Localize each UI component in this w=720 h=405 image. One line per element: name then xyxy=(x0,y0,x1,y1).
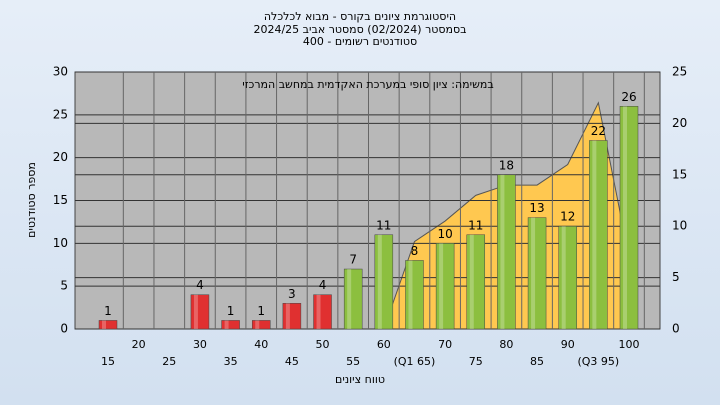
x-tick-label: (Q3 95) xyxy=(577,355,619,368)
bar xyxy=(405,260,424,330)
bar-highlight xyxy=(255,320,260,329)
bar-highlight xyxy=(623,106,627,330)
bar xyxy=(619,106,639,330)
bar-highlight xyxy=(500,174,505,329)
bar xyxy=(221,320,240,330)
bar-highlight xyxy=(469,234,474,329)
x-tick-label: 80 xyxy=(499,338,513,351)
x-tick-label: 50 xyxy=(316,338,330,351)
bar-highlight xyxy=(592,140,597,329)
bar xyxy=(497,174,516,330)
data-label: 1 xyxy=(227,304,235,318)
x-tick-label: 35 xyxy=(224,355,238,368)
x-tick-label: (Q1 65) xyxy=(394,355,436,368)
y-tick-label: 0 xyxy=(60,322,68,336)
bar-highlight xyxy=(377,234,382,329)
bar-highlight xyxy=(102,320,106,329)
data-label: 11 xyxy=(468,218,483,232)
x-tick-label: 75 xyxy=(469,355,483,368)
y-tick-label: 20 xyxy=(53,150,68,164)
bar xyxy=(435,243,455,330)
data-label: 4 xyxy=(319,278,327,292)
bar xyxy=(98,320,118,330)
x-tick-label: 20 xyxy=(132,338,146,351)
data-label: 7 xyxy=(349,253,357,267)
data-label: 26 xyxy=(621,90,636,104)
data-label: 1 xyxy=(257,304,265,318)
data-label: 8 xyxy=(411,244,419,258)
data-label: 11 xyxy=(376,218,391,232)
bar-highlight xyxy=(561,226,566,329)
bar xyxy=(527,217,547,330)
x-tick-label: 100 xyxy=(619,338,640,351)
chart-subtitle: סטודנטים רשומים - 400 xyxy=(303,35,417,48)
x-tick-label: 30 xyxy=(193,338,207,351)
bar-highlight xyxy=(316,294,321,329)
y-tick-label: 30 xyxy=(53,65,68,79)
annotation: במשימה: ציון סופי במערכת האקדמית במחשב ה… xyxy=(242,78,493,91)
y-axis-label: מספר סטודנטים xyxy=(25,162,38,238)
y-tick-label: 10 xyxy=(53,236,68,250)
y2-tick-label: 0 xyxy=(672,322,680,336)
x-tick-label: 60 xyxy=(377,338,391,351)
data-label: 10 xyxy=(437,227,452,241)
data-label: 4 xyxy=(196,278,204,292)
y-tick-label: 5 xyxy=(60,279,68,293)
x-tick-label: 15 xyxy=(101,355,115,368)
bar xyxy=(558,225,577,330)
x-tick-label: 85 xyxy=(530,355,544,368)
bar-highlight xyxy=(347,269,352,329)
data-label: 13 xyxy=(529,201,544,215)
bar xyxy=(190,294,210,330)
data-label: 18 xyxy=(499,158,514,172)
x-tick-label: 40 xyxy=(254,338,268,351)
y-tick-label: 15 xyxy=(53,193,68,207)
bar-highlight xyxy=(408,260,413,329)
x-tick-label: 25 xyxy=(162,355,176,368)
bar-highlight xyxy=(285,303,290,329)
chart-subtitle: בסמסטר (02/2024) סמסטר אביב 2024/25 xyxy=(253,23,466,36)
y-tick-label: 25 xyxy=(53,107,68,121)
bar xyxy=(374,234,394,330)
x-tick-label: 90 xyxy=(561,338,575,351)
data-label: 1 xyxy=(104,304,112,318)
data-label: 3 xyxy=(288,287,296,301)
y2-tick-label: 20 xyxy=(672,116,687,130)
data-label: 22 xyxy=(591,124,606,138)
y2-tick-label: 25 xyxy=(672,65,687,79)
bar-highlight xyxy=(439,243,444,329)
x-tick-label: 70 xyxy=(438,338,452,351)
bar xyxy=(313,294,332,330)
x-tick-label: 55 xyxy=(346,355,360,368)
x-tick-label: 45 xyxy=(285,355,299,368)
chart-title: היסטוגרמת ציונים בקורס - מבוא לכלכלה xyxy=(264,10,456,23)
bar xyxy=(589,140,608,330)
y2-tick-label: 5 xyxy=(672,270,680,284)
bar-highlight xyxy=(531,217,536,329)
y2-tick-label: 15 xyxy=(672,167,687,181)
bar-highlight xyxy=(224,320,229,329)
bar xyxy=(466,234,486,330)
bar xyxy=(282,303,302,330)
data-label: 12 xyxy=(560,210,575,224)
bar xyxy=(251,320,271,330)
bar xyxy=(343,268,363,330)
y2-tick-label: 10 xyxy=(672,219,687,233)
x-axis-label: טווח ציונים xyxy=(335,373,385,386)
bar-highlight xyxy=(193,294,198,329)
